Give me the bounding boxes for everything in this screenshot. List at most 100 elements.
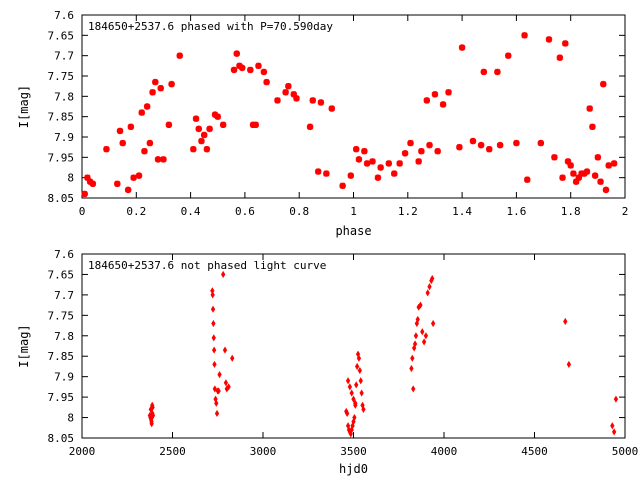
data-point <box>247 66 254 74</box>
data-point <box>219 121 227 128</box>
data-point <box>214 399 219 407</box>
data-point <box>401 150 409 157</box>
plot-frame <box>81 253 626 439</box>
y-tick-label: 7.65 <box>48 29 75 42</box>
x-tick-label: 2000 <box>69 445 96 458</box>
x-tick-label: 0 <box>79 205 86 218</box>
data-point <box>238 64 246 72</box>
data-point <box>152 78 159 86</box>
x-tick-label: 1.2 <box>398 205 418 218</box>
data-point <box>589 123 596 131</box>
x-tick-label: 0.4 <box>181 205 201 218</box>
data-point <box>420 328 425 336</box>
data-point <box>421 338 427 346</box>
data-point <box>198 137 205 145</box>
data-point <box>150 409 155 418</box>
data-points <box>147 270 619 438</box>
data-point <box>216 387 221 395</box>
data-point <box>477 141 485 149</box>
y-tick-label: 8 <box>67 412 74 425</box>
data-point <box>415 158 422 165</box>
x-tick-label: 1 <box>350 205 357 218</box>
y-tick-label: 7.75 <box>48 309 75 322</box>
data-point <box>149 89 156 96</box>
data-point <box>347 383 353 391</box>
data-point <box>176 52 183 59</box>
data-point <box>114 180 121 187</box>
x-tick-label: 1.8 <box>561 205 581 218</box>
data-point <box>496 141 504 149</box>
data-point <box>413 332 419 340</box>
data-point <box>354 362 360 371</box>
y-tick-label: 7.8 <box>54 90 74 103</box>
data-point <box>214 113 221 120</box>
x-tick-label: 2 <box>622 205 629 218</box>
data-point <box>200 131 208 139</box>
data-point <box>418 301 423 309</box>
plot-frame <box>81 14 626 199</box>
data-point <box>613 395 619 403</box>
data-point <box>605 162 612 169</box>
data-point <box>600 80 607 88</box>
data-point <box>572 178 580 185</box>
data-point <box>165 121 173 128</box>
x-tick-label: 4000 <box>431 445 458 458</box>
data-point <box>124 186 132 194</box>
data-point <box>116 127 124 135</box>
data-point <box>160 156 167 163</box>
data-point <box>575 174 583 181</box>
data-point <box>119 139 126 147</box>
data-point <box>352 413 357 422</box>
data-point <box>358 377 363 385</box>
data-point <box>513 139 520 147</box>
data-points <box>81 32 618 198</box>
data-point <box>315 168 322 175</box>
data-point <box>545 36 553 43</box>
data-point <box>345 377 351 385</box>
data-point <box>563 317 568 326</box>
data-point <box>583 168 591 175</box>
data-point <box>521 32 528 39</box>
y-axis-label: I[mag] <box>17 85 31 128</box>
data-point <box>439 101 447 108</box>
y-tick-label: 7.75 <box>48 70 75 83</box>
data-point <box>425 289 430 297</box>
data-point <box>211 346 217 354</box>
data-point <box>274 97 281 104</box>
data-point <box>141 148 148 155</box>
data-point <box>431 91 439 98</box>
data-point <box>328 105 335 112</box>
x-tick-label: 0.8 <box>289 205 309 218</box>
chart-2: 2000 2500 3000 3500 4000 4500 5000 7.6 7.65 7.7 7.… <box>17 248 638 476</box>
data-point <box>353 401 358 409</box>
data-point <box>168 80 175 88</box>
data-point <box>610 160 618 167</box>
data-point <box>430 274 435 283</box>
data-point <box>230 354 235 362</box>
data-point <box>143 103 151 110</box>
data-point <box>127 123 135 131</box>
data-point <box>217 371 222 379</box>
y-tick-label: 7.65 <box>48 268 75 281</box>
data-point <box>591 172 599 179</box>
data-point <box>361 148 368 155</box>
data-point <box>564 158 572 165</box>
data-point <box>369 158 376 165</box>
data-point <box>103 146 110 153</box>
data-point <box>157 85 164 92</box>
data-point <box>290 91 297 98</box>
data-point <box>410 354 415 362</box>
data-point <box>586 105 593 112</box>
data-point <box>456 143 463 151</box>
y-tick-label: 7.8 <box>54 330 74 343</box>
data-point <box>610 422 615 430</box>
y-tick-label: 7.7 <box>54 50 74 63</box>
data-point <box>570 170 577 177</box>
data-point <box>562 40 569 47</box>
y-tick-label: 7.85 <box>48 111 75 124</box>
data-point <box>206 125 213 133</box>
data-point <box>222 346 228 354</box>
data-point <box>81 190 88 198</box>
data-point <box>210 305 216 313</box>
